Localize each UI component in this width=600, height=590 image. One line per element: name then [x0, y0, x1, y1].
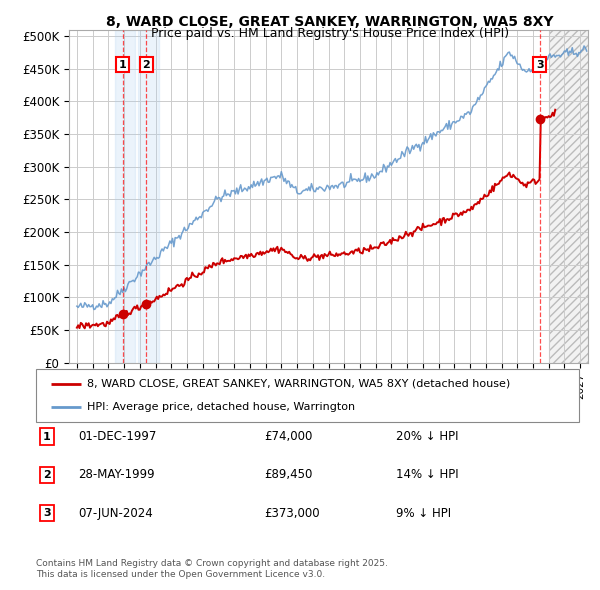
Text: 9% ↓ HPI: 9% ↓ HPI [396, 507, 451, 520]
Text: 3: 3 [43, 509, 50, 518]
Text: 14% ↓ HPI: 14% ↓ HPI [396, 468, 458, 481]
Text: Contains HM Land Registry data © Crown copyright and database right 2025.: Contains HM Land Registry data © Crown c… [36, 559, 388, 568]
Text: HPI: Average price, detached house, Warrington: HPI: Average price, detached house, Warr… [87, 402, 355, 412]
Text: Price paid vs. HM Land Registry's House Price Index (HPI): Price paid vs. HM Land Registry's House … [151, 27, 509, 40]
Text: This data is licensed under the Open Government Licence v3.0.: This data is licensed under the Open Gov… [36, 571, 325, 579]
Text: 8, WARD CLOSE, GREAT SANKEY, WARRINGTON, WA5 8XY (detached house): 8, WARD CLOSE, GREAT SANKEY, WARRINGTON,… [87, 379, 510, 388]
Text: 1: 1 [43, 432, 50, 441]
Text: 20% ↓ HPI: 20% ↓ HPI [396, 430, 458, 443]
Text: 07-JUN-2024: 07-JUN-2024 [78, 507, 153, 520]
Text: 8, WARD CLOSE, GREAT SANKEY, WARRINGTON, WA5 8XY: 8, WARD CLOSE, GREAT SANKEY, WARRINGTON,… [106, 15, 554, 29]
Text: 28-MAY-1999: 28-MAY-1999 [78, 468, 155, 481]
Bar [115, 30, 136, 363]
Text: £74,000: £74,000 [264, 430, 313, 443]
Text: 01-DEC-1997: 01-DEC-1997 [78, 430, 157, 443]
Bar [139, 30, 159, 363]
Bar [548, 30, 588, 363]
Text: 3: 3 [536, 60, 544, 70]
Bar [548, 30, 588, 363]
Text: £89,450: £89,450 [264, 468, 313, 481]
Text: £373,000: £373,000 [264, 507, 320, 520]
Text: 2: 2 [142, 60, 150, 70]
Text: 2: 2 [43, 470, 50, 480]
Text: 1: 1 [119, 60, 127, 70]
